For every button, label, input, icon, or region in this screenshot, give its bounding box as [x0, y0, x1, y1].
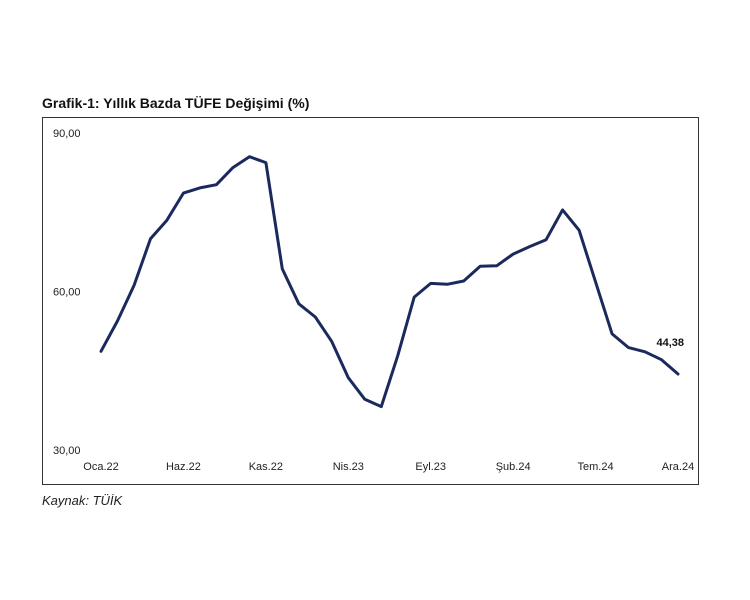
series-line	[99, 155, 680, 409]
series-lines	[99, 155, 680, 409]
annotations: 44,38	[656, 337, 684, 349]
chart-frame: 30,00 60,00 90,00 Oca.22 Haz.22 Kas.22 Nis.23…	[42, 117, 699, 485]
data-label: 44,38	[656, 337, 684, 349]
y-axis-labels: 30,00 60,00 90,00	[53, 128, 81, 457]
chart-title: Grafik-1: Yıllık Bazda TÜFE Değişimi (%)	[42, 95, 310, 111]
x-tick-label: Ara.24	[662, 461, 694, 473]
x-tick-label: Haz.22	[166, 461, 201, 473]
y-tick-label: 30,00	[53, 445, 81, 457]
source-note: Kaynak: TÜİK	[42, 493, 123, 508]
x-tick-label: Kas.22	[249, 461, 283, 473]
x-tick-label: Şub.24	[496, 461, 531, 473]
x-tick-label: Tem.24	[578, 461, 614, 473]
x-axis-labels: Oca.22 Haz.22 Kas.22 Nis.23 Eyl.23 Şub.24 Tem.…	[83, 461, 694, 473]
x-tick-label: Eyl.23	[415, 461, 446, 473]
x-tick-label: Nis.23	[333, 461, 364, 473]
y-tick-label: 90,00	[53, 128, 81, 140]
x-tick-label: Oca.22	[83, 461, 118, 473]
line-chart: 30,00 60,00 90,00 Oca.22 Haz.22 Kas.22 Nis.23…	[53, 128, 694, 473]
y-tick-label: 60,00	[53, 287, 81, 299]
